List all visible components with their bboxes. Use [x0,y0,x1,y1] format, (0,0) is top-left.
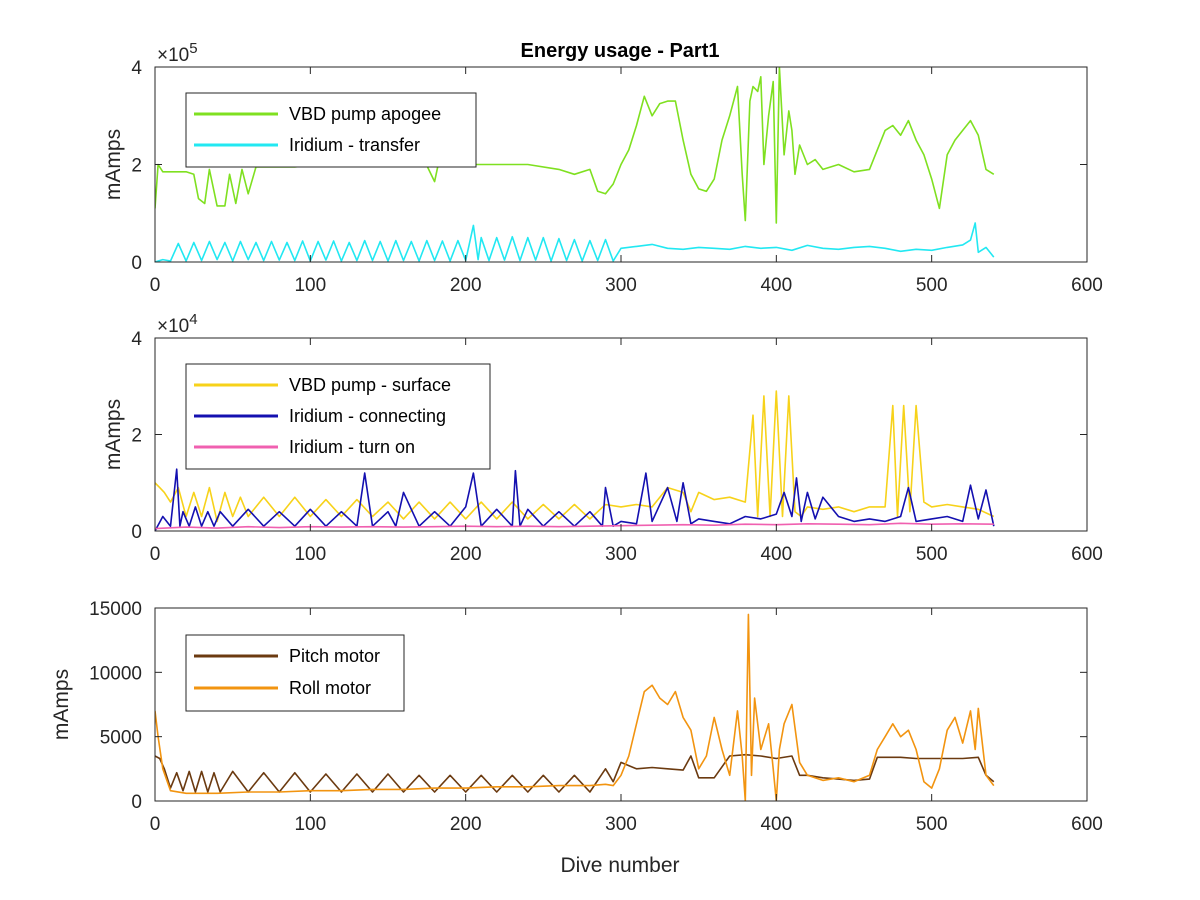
y-exponent-label: ×104 [157,311,198,337]
series-line-2 [155,613,995,801]
x-tick-label: 200 [450,544,482,565]
x-tick-label: 400 [760,544,792,565]
x-tick-label: 200 [450,814,482,835]
subplot-3: 0 100 200 300 400 500 600 0 5000 10000 15000 mAmps P… [50,599,1103,835]
x-tick-label: 500 [916,814,948,835]
series-group [155,390,995,531]
x-tick-label: 600 [1071,275,1103,296]
y-tick-label: 15000 [89,599,142,620]
legend-label-2: Iridium - connecting [289,406,446,426]
x-tick-label: 100 [294,814,326,835]
legend-label-1: VBD pump apogee [289,104,441,124]
x-tick-label: 400 [760,275,792,296]
y-axis-label: mAmps [102,129,125,200]
y-tick-label: 0 [131,522,142,543]
series-line-1 [155,390,995,523]
x-tick-label: 600 [1071,544,1103,565]
series-line-3 [155,522,994,530]
x-tick-label: 0 [150,275,161,296]
y-axis-label: mAmps [102,399,125,470]
y-tick-label: 5000 [100,728,142,749]
x-tick-label: 0 [150,544,161,565]
x-tick-label: 500 [916,544,948,565]
legend-label-1: VBD pump - surface [289,375,451,395]
x-tick-label: 500 [916,275,948,296]
x-tick-label: 200 [450,275,482,296]
y-tick-label: 0 [131,253,142,274]
legend-label-1: Pitch motor [289,646,380,666]
y-exponent-power: 4 [189,311,197,328]
y-axis-label: mAmps [50,669,73,740]
x-axis-label: Dive number [560,854,679,877]
y-exponent-power: 5 [189,40,197,57]
legend: VBD pump - surface Iridium - connecting Ir… [185,363,491,470]
y-tick-label: 0 [131,792,142,813]
y-tick-label: 4 [131,329,142,350]
series-group [155,613,995,801]
x-tick-label: 300 [605,544,637,565]
legend-label-2: Roll motor [289,678,371,698]
legend-box [185,92,477,168]
x-tick-label: 100 [294,544,326,565]
legend: Pitch motor Roll motor [185,634,405,712]
y-tick-label: 4 [131,58,142,79]
x-tick-label: 600 [1071,814,1103,835]
y-tick-label: 10000 [89,663,142,684]
x-tick-label: 0 [150,814,161,835]
x-tick-label: 300 [605,814,637,835]
legend-label-2: Iridium - transfer [289,135,420,155]
x-tick-label: 300 [605,275,637,296]
y-tick-label: 2 [131,426,142,447]
x-tick-label: 400 [760,814,792,835]
x-tick-label: 100 [294,275,326,296]
legend-label-3: Iridium - turn on [289,437,415,457]
figure-title: Energy usage - Part1 [521,40,720,62]
y-tick-label: 2 [131,156,142,177]
legend-box [185,634,405,712]
series-line-2 [155,222,995,262]
series-line-1 [155,753,995,793]
legend: VBD pump apogee Iridium - transfer [185,92,477,168]
